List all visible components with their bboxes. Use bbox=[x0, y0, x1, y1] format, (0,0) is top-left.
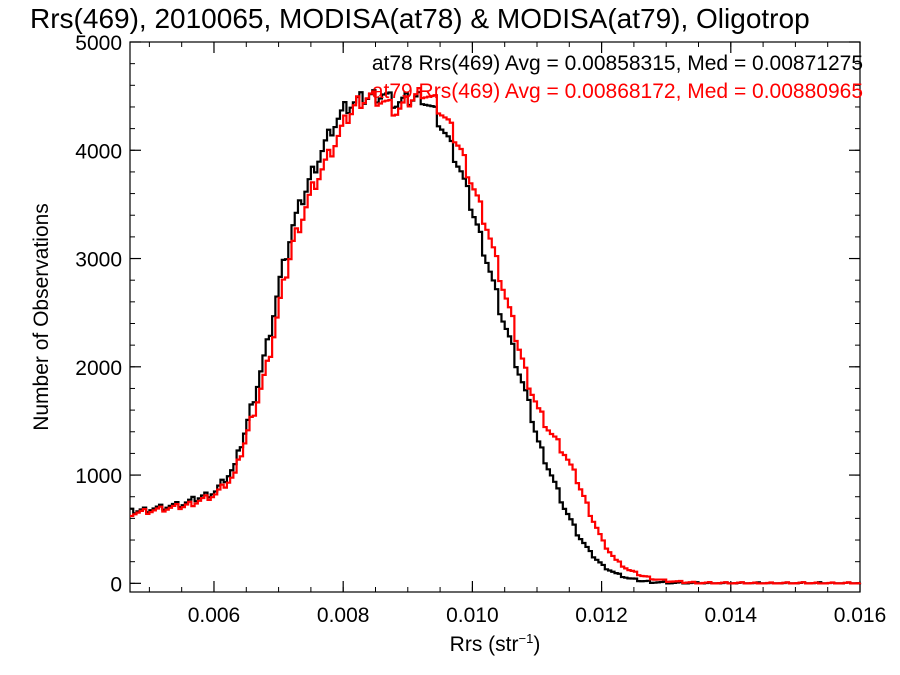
x-axis-label-main: Rrs (str bbox=[450, 633, 519, 656]
y-tick-label: 2000 bbox=[75, 357, 122, 380]
series-lines bbox=[130, 86, 862, 585]
y-tick-label: 3000 bbox=[75, 249, 122, 272]
y-tick-label: 0 bbox=[110, 573, 122, 596]
series-annotation-at78: at78 Rrs(469) Avg = 0.00858315, Med = 0.… bbox=[372, 52, 863, 75]
x-tick-label: 0.008 bbox=[317, 604, 370, 627]
plot-area: 0.006 0.008 0.010 0.012 0.014 0.016 0 1000 2000… bbox=[75, 32, 886, 627]
y-tick-label: 4000 bbox=[75, 140, 122, 163]
x-axis: 0.006 0.008 0.010 0.012 0.014 0.016 bbox=[148, 42, 887, 627]
y-axis: 0 1000 2000 3000 4000 5000 bbox=[75, 32, 860, 596]
x-tick-label: 0.012 bbox=[575, 604, 628, 627]
series-line-at79 bbox=[130, 86, 862, 585]
y-axis-label: Number of Observations bbox=[30, 203, 53, 431]
x-tick-label: 0.014 bbox=[705, 604, 758, 627]
x-tick-label: 0.006 bbox=[188, 604, 241, 627]
x-axis-label: Rrs (str−1) bbox=[450, 631, 541, 656]
chart-title: Rrs(469), 2010065, MODISA(at78) & MODISA… bbox=[30, 3, 810, 34]
series-line-at78 bbox=[130, 89, 862, 585]
x-axis-label-superscript: −1 bbox=[519, 631, 534, 646]
x-axis-label-close: ) bbox=[533, 633, 540, 656]
x-tick-label: 0.016 bbox=[834, 604, 887, 627]
series-annotation-at79: at79 Rrs(469) Avg = 0.00868172, Med = 0.… bbox=[372, 80, 863, 103]
plot-frame bbox=[129, 41, 861, 593]
y-tick-label: 5000 bbox=[75, 32, 122, 55]
y-tick-label: 1000 bbox=[75, 465, 122, 488]
x-tick-label: 0.010 bbox=[446, 604, 499, 627]
